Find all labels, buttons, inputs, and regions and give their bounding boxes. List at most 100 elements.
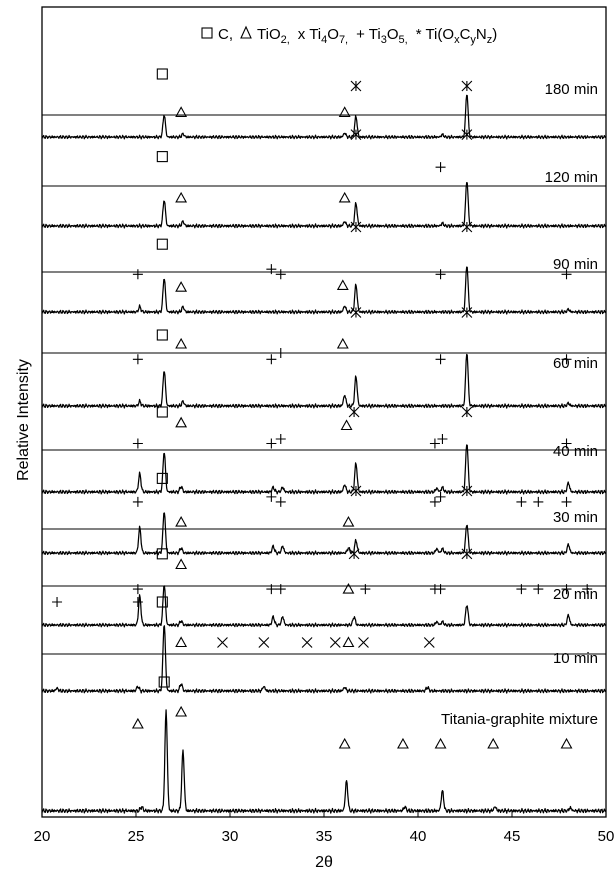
marker-square (156, 151, 168, 163)
x-tick-label: 50 (598, 828, 615, 845)
marker-triangle (175, 281, 188, 292)
marker-star (350, 129, 362, 140)
legend-text: TiO (257, 26, 281, 43)
traces-layer (41, 94, 607, 814)
marker-triangle (342, 582, 355, 594)
marker-triangle (340, 419, 353, 431)
trace-5 (41, 512, 607, 556)
marker-triangle (342, 636, 355, 648)
marker-plus (437, 434, 448, 444)
marker-plus (561, 354, 572, 365)
legend-subscript: 2, (281, 34, 290, 46)
x-tick-label: 40 (410, 828, 427, 845)
marker-plus (52, 597, 63, 607)
legend-subscript: y (470, 34, 476, 46)
marker-plus (275, 434, 286, 444)
marker-star (350, 485, 362, 497)
panel-label: 180 min (545, 81, 598, 98)
panel-label: 30 min (553, 509, 598, 526)
marker-plus (132, 269, 143, 280)
marker-triangle (175, 636, 188, 648)
trace-1 (41, 182, 607, 229)
panel-label: 10 min (553, 650, 598, 667)
markers-layer (52, 68, 593, 749)
trace-7 (41, 625, 607, 694)
marker-plus (360, 584, 371, 595)
marker-star (350, 307, 362, 318)
legend-subscript: 4 (321, 34, 327, 46)
legend-subscript: x (454, 34, 460, 46)
marker-plus (561, 438, 572, 449)
x-tick-label: 35 (316, 828, 333, 845)
marker-star (350, 80, 362, 92)
marker-triangle (338, 191, 351, 203)
marker-star (461, 221, 473, 233)
x-tick-label: 25 (128, 828, 145, 845)
marker-triangle (175, 416, 188, 428)
x-axis-label: 2θ (315, 854, 333, 871)
marker-plus (435, 584, 446, 595)
marker-cross (217, 637, 228, 648)
marker-plus (429, 496, 440, 507)
panel-label: 20 min (553, 586, 598, 603)
legend-text: C (460, 26, 471, 43)
marker-plus (435, 491, 446, 502)
legend-text: N (476, 26, 487, 43)
marker-plus (561, 269, 572, 280)
marker-plus (516, 496, 527, 507)
marker-triangle (336, 279, 349, 291)
marker-plus (561, 496, 572, 507)
marker-square (156, 406, 168, 418)
marker-square (156, 548, 168, 560)
marker-triangle (175, 705, 188, 717)
marker-plus (275, 496, 286, 507)
marker-square (158, 676, 170, 688)
marker-plus (275, 584, 286, 595)
legend-square-symbol (201, 27, 213, 39)
marker-plus (582, 584, 593, 595)
trace-0 (41, 94, 607, 140)
marker-star (461, 485, 473, 497)
marker-triangle (560, 737, 573, 749)
marker-triangle (487, 737, 500, 749)
marker-cross (423, 637, 435, 648)
marker-triangle (434, 737, 447, 749)
marker-star (348, 548, 360, 560)
marker-plus (435, 269, 446, 280)
legend-subscript: z (487, 34, 493, 46)
panels-layer (42, 114, 606, 655)
marker-triangle (338, 737, 351, 749)
legend-text: ) (492, 26, 497, 43)
legend-text: O (327, 26, 339, 43)
panel-label: 60 min (553, 355, 598, 372)
marker-star (461, 307, 473, 318)
marker-plus (266, 264, 277, 275)
marker-triangle (175, 191, 188, 203)
marker-plus (132, 354, 143, 365)
panel-labels-layer: 180 min 120 min 90 min 60 min 40 min 30 min 20… (441, 81, 598, 728)
trace-3 (41, 353, 607, 409)
marker-plus (132, 496, 143, 507)
marker-plus (275, 269, 286, 280)
marker-triangle (175, 106, 188, 117)
marker-plus (435, 354, 446, 365)
x-tick-label: 30 (222, 828, 239, 845)
marker-plus (533, 496, 544, 507)
marker-plus (132, 584, 143, 595)
legend-text: C, (218, 26, 233, 43)
marker-plus (561, 584, 572, 595)
marker-star (461, 406, 473, 418)
marker-plus (132, 597, 143, 607)
legend-subscript: 7, (339, 34, 348, 46)
legend-text: O (387, 26, 399, 43)
marker-triangle (338, 106, 351, 117)
marker-triangle (342, 515, 355, 527)
marker-star (350, 221, 362, 233)
marker-triangle (397, 737, 409, 749)
marker-star (348, 406, 360, 418)
trace-2 (41, 266, 607, 315)
marker-plus (435, 162, 446, 173)
legend-subscript: 3 (381, 34, 387, 46)
marker-square (156, 238, 168, 250)
